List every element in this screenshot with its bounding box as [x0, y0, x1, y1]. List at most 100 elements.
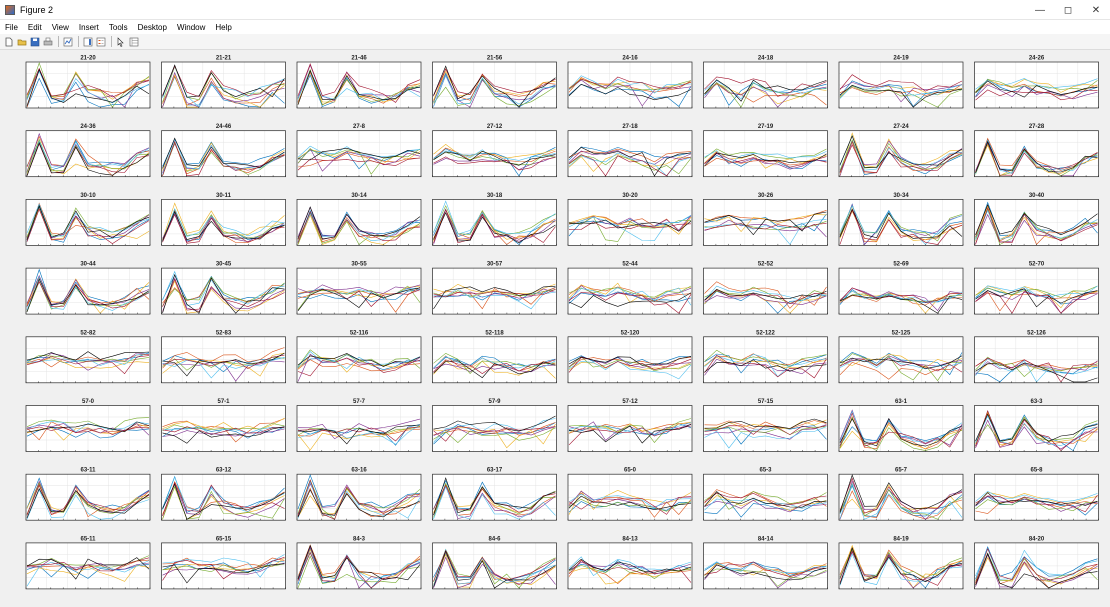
subplot-title: 30-18	[487, 193, 503, 199]
subplot-52-69[interactable]: 52-69	[838, 262, 964, 315]
subplot-57-1[interactable]: 57-1	[161, 399, 286, 452]
subplot-24-18[interactable]: 24-18	[703, 56, 828, 109]
minimize-button[interactable]: —	[1035, 4, 1045, 16]
series-line	[839, 74, 963, 92]
menu-tools[interactable]: Tools	[108, 22, 128, 32]
subplot-21-21[interactable]: 21-21	[161, 56, 286, 109]
subplot-52-83[interactable]: 52-83	[161, 330, 286, 384]
subplot-63-11[interactable]: 63-11	[25, 468, 151, 521]
subplot-30-11[interactable]: 30-11	[161, 193, 286, 246]
subplot-52-70[interactable]: 52-70	[974, 262, 1099, 315]
subplot-27-8[interactable]: 27-8	[296, 124, 422, 178]
subplot-65-15[interactable]: 65-15	[161, 536, 286, 590]
series-line	[26, 355, 150, 375]
subplot-title: 21-21	[216, 56, 232, 62]
subplot-57-15[interactable]: 57-15	[703, 399, 828, 452]
subplot-52-118[interactable]: 52-118	[432, 330, 557, 384]
open-file-button[interactable]	[16, 36, 27, 47]
subplot-30-20[interactable]: 30-20	[567, 193, 693, 246]
subplot-84-3[interactable]: 84-3	[296, 536, 422, 590]
subplot-84-14[interactable]: 84-14	[703, 536, 828, 590]
maximize-button[interactable]: ◻	[1063, 4, 1073, 16]
subplot-27-24[interactable]: 27-24	[838, 124, 964, 178]
subplot-27-18[interactable]: 27-18	[567, 124, 693, 178]
subplot-63-16[interactable]: 63-16	[296, 468, 422, 521]
subplot-24-19[interactable]: 24-19	[838, 56, 964, 109]
menu-file[interactable]: File	[5, 22, 18, 32]
subplot-63-12[interactable]: 63-12	[161, 468, 286, 521]
subplot-24-36[interactable]: 24-36	[25, 124, 151, 178]
link-plot-button[interactable]	[62, 36, 73, 47]
property-inspector-button[interactable]	[128, 36, 139, 47]
subplot-84-6[interactable]: 84-6	[432, 536, 557, 590]
subplot-21-46[interactable]: 21-46	[296, 56, 422, 109]
subplot-24-16[interactable]: 24-16	[567, 56, 693, 109]
subplot-65-11[interactable]: 65-11	[25, 536, 151, 590]
menu-view[interactable]: View	[51, 22, 69, 32]
series-line	[568, 357, 692, 368]
subplot-52-116[interactable]: 52-116	[296, 330, 422, 384]
subplot-24-46[interactable]: 24-46	[161, 124, 286, 178]
subplot-63-3[interactable]: 63-3	[974, 399, 1099, 452]
subplot-65-8[interactable]: 65-8	[974, 468, 1099, 521]
subplot-52-125[interactable]: 52-125	[838, 330, 964, 384]
subplot-30-26[interactable]: 30-26	[703, 193, 828, 246]
menu-help[interactable]: Help	[215, 22, 232, 32]
series-line	[297, 63, 421, 103]
print-figure-button[interactable]	[42, 36, 53, 47]
series-line	[568, 424, 692, 444]
subplot-30-55[interactable]: 30-55	[296, 262, 422, 315]
subplot-52-82[interactable]: 52-82	[25, 330, 151, 384]
subplot-63-17[interactable]: 63-17	[432, 468, 557, 521]
subplot-21-56[interactable]: 21-56	[432, 56, 557, 109]
subplot-30-18[interactable]: 30-18	[432, 193, 557, 246]
subplot-30-45[interactable]: 30-45	[161, 262, 286, 315]
subplot-65-7[interactable]: 65-7	[838, 468, 964, 521]
subplot-63-1[interactable]: 63-1	[838, 399, 964, 452]
subplot-65-3[interactable]: 65-3	[703, 468, 828, 521]
subplot-57-0[interactable]: 57-0	[25, 399, 151, 452]
matlab-figure-icon	[5, 4, 15, 15]
insert-colorbar-button[interactable]	[82, 36, 93, 47]
subplot-30-10[interactable]: 30-10	[25, 193, 151, 246]
series-line	[297, 353, 421, 382]
subplot-52-52[interactable]: 52-52	[703, 262, 828, 315]
series-line	[297, 69, 421, 106]
subplot-84-20[interactable]: 84-20	[974, 536, 1099, 590]
subplot-84-13[interactable]: 84-13	[567, 536, 693, 590]
subplot-title: 65-3	[759, 468, 772, 474]
menu-edit[interactable]: Edit	[27, 22, 42, 32]
series-line	[433, 548, 556, 586]
subplot-52-126[interactable]: 52-126	[974, 330, 1099, 384]
series-line	[839, 208, 963, 239]
subplot-30-40[interactable]: 30-40	[974, 193, 1099, 246]
subplot-30-57[interactable]: 30-57	[432, 262, 557, 315]
series-line	[162, 352, 285, 377]
subplot-65-0[interactable]: 65-0	[567, 468, 693, 521]
subplot-84-19[interactable]: 84-19	[838, 536, 964, 590]
subplot-27-28[interactable]: 27-28	[974, 124, 1099, 178]
subplot-30-44[interactable]: 30-44	[25, 262, 151, 315]
subplot-52-44[interactable]: 52-44	[567, 262, 693, 315]
menu-desktop[interactable]: Desktop	[137, 22, 167, 32]
menu-insert[interactable]: Insert	[78, 22, 99, 32]
insert-legend-button[interactable]	[95, 36, 106, 47]
subplot-57-12[interactable]: 57-12	[567, 399, 693, 452]
save-figure-button[interactable]	[29, 36, 40, 47]
edit-plot-button[interactable]	[115, 36, 126, 47]
subplot-27-19[interactable]: 27-19	[703, 124, 828, 178]
series-line	[162, 354, 285, 369]
subplot-57-7[interactable]: 57-7	[296, 399, 422, 452]
menu-window[interactable]: Window	[176, 22, 206, 32]
close-button[interactable]: ✕	[1091, 4, 1101, 16]
series-line	[433, 415, 556, 432]
subplot-52-122[interactable]: 52-122	[703, 330, 828, 384]
subplot-30-14[interactable]: 30-14	[296, 193, 422, 246]
subplot-24-26[interactable]: 24-26	[974, 56, 1099, 109]
subplot-57-9[interactable]: 57-9	[432, 399, 557, 452]
subplot-27-12[interactable]: 27-12	[432, 124, 557, 178]
new-figure-button[interactable]	[3, 36, 14, 47]
subplot-21-20[interactable]: 21-20	[25, 56, 151, 109]
subplot-52-120[interactable]: 52-120	[567, 330, 693, 384]
subplot-30-34[interactable]: 30-34	[838, 193, 964, 246]
